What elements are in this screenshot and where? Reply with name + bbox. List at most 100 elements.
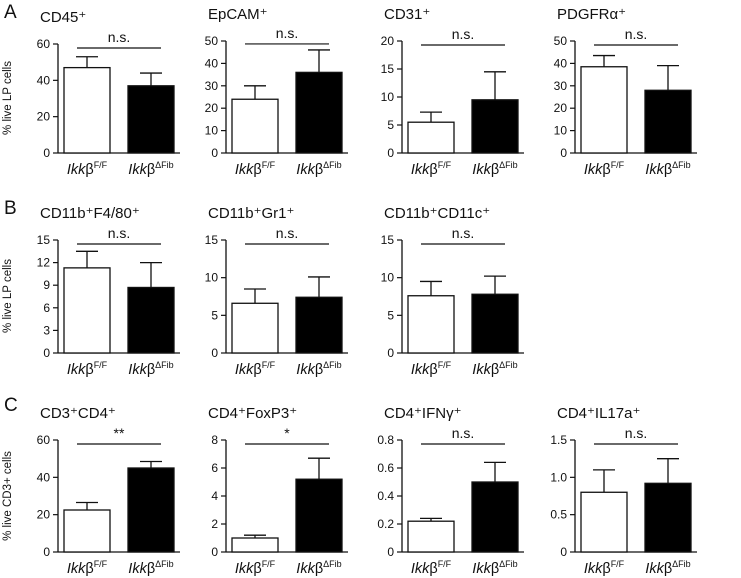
y-tick-label: 5	[387, 118, 394, 132]
y-tick-label: 40	[554, 56, 568, 70]
chart-title: CD11b⁺Gr1⁺	[208, 205, 294, 222]
y-tick-label: 0.5	[550, 508, 567, 522]
bar-chart-2: EpCAM⁺ 0 10 20 30 40 50 IkkβF/F IkkβΔFib n.s.	[205, 6, 348, 178]
chart-title: CD3⁺CD4⁺	[40, 405, 116, 422]
bar-control	[63, 509, 111, 553]
y-axis-label: % live LP cells	[2, 259, 14, 333]
y-tick-label: 50	[205, 34, 219, 48]
x-category-label: IkkβΔFib	[645, 559, 690, 577]
x-category-label: IkkβF/F	[67, 160, 108, 178]
bar-knockout	[471, 481, 519, 553]
panel-letter-b: B	[4, 198, 17, 219]
significance-label: **	[114, 425, 125, 441]
bar-chart-7: CD11b⁺CD11c⁺ 0 5 10 15 IkkβF/F IkkβΔFib n.s.	[381, 205, 524, 378]
y-tick-label: 5	[211, 308, 218, 322]
y-tick-label: 2	[211, 517, 218, 531]
y-axis-label: % live CD3+ cells	[2, 451, 14, 541]
y-tick-label: 15	[381, 233, 395, 247]
y-tick-label: 0	[387, 146, 394, 160]
bar-chart-8: CD3⁺CD4⁺ % live CD3+ cells 0 20 40 60 IkkβF/F I…	[2, 405, 180, 577]
bar-chart-11: CD4⁺IL17a⁺ 0 0.5 1.0 1.5 IkkβF/F IkkβΔFib n.s.	[550, 405, 697, 577]
x-category-label: IkkβF/F	[235, 559, 276, 577]
y-tick-label: 3	[43, 323, 50, 337]
significance-label: n.s.	[452, 26, 475, 42]
y-tick-label: 20	[554, 101, 568, 115]
x-category-label: IkkβF/F	[584, 160, 625, 178]
bar-knockout	[127, 467, 175, 553]
bar-chart-9: CD4⁺FoxP3⁺ 0 2 4 6 8 IkkβF/F IkkβΔFib *	[208, 405, 348, 577]
y-tick-label: 5	[387, 308, 394, 322]
y-tick-label: 60	[37, 37, 51, 51]
x-category-label: IkkβΔFib	[472, 559, 517, 577]
y-tick-label: 0.6	[377, 461, 394, 475]
y-tick-label: 0.8	[377, 433, 394, 447]
significance-label: n.s.	[276, 225, 299, 241]
chart-title: EpCAM⁺	[208, 6, 268, 23]
bar-control	[407, 520, 455, 553]
x-category-label: IkkβF/F	[67, 360, 108, 378]
y-tick-label: 4	[211, 489, 218, 503]
significance-label: n.s.	[108, 225, 131, 241]
chart-title: PDGFRα⁺	[557, 6, 626, 23]
bar-knockout	[295, 478, 343, 553]
x-category-label: IkkβF/F	[235, 360, 276, 378]
y-tick-label: 50	[554, 34, 568, 48]
chart-title: CD45⁺	[40, 9, 86, 26]
y-tick-label: 0	[560, 146, 567, 160]
significance-label: n.s.	[452, 225, 475, 241]
panel-letter-a: A	[4, 2, 17, 23]
y-tick-label: 0	[43, 146, 50, 160]
x-category-label: IkkβΔFib	[472, 360, 517, 378]
significance-label: n.s.	[625, 425, 648, 441]
y-tick-label: 15	[37, 233, 51, 247]
bar-control	[63, 66, 111, 154]
bar-chart-5: CD11b⁺F4/80⁺ % live LP cells 0 3 6 9 12 15 IkkβF…	[2, 205, 180, 378]
chart-title: CD4⁺IFNγ⁺	[384, 405, 462, 422]
panel-letter-c: C	[4, 395, 18, 416]
x-category-label: IkkβΔFib	[128, 160, 173, 178]
y-tick-label: 20	[37, 110, 51, 124]
y-tick-label: 0	[387, 346, 394, 360]
y-tick-label: 10	[205, 124, 219, 138]
bar-knockout	[644, 89, 692, 154]
y-tick-label: 10	[205, 271, 219, 285]
y-tick-label: 0	[211, 346, 218, 360]
bar-control	[407, 295, 455, 354]
y-tick-label: 0.2	[377, 517, 394, 531]
chart-title: CD11b⁺F4/80⁺	[40, 205, 140, 222]
y-tick-label: 15	[381, 62, 395, 76]
y-tick-label: 20	[205, 101, 219, 115]
y-tick-label: 0.4	[377, 489, 394, 503]
y-tick-label: 20	[381, 34, 395, 48]
significance-label: n.s.	[108, 29, 131, 45]
y-tick-label: 0	[43, 346, 50, 360]
y-axis-label: % live LP cells	[2, 61, 14, 135]
bar-chart-10: CD4⁺IFNγ⁺ 0 0.2 0.4 0.6 0.8 IkkβF/F IkkβΔFib n.s…	[377, 405, 524, 577]
bar-chart-3: CD31⁺ 0 5 10 15 20 IkkβF/F IkkβΔFib n.s.	[381, 6, 524, 178]
significance-label: n.s.	[452, 425, 475, 441]
x-category-label: IkkβΔFib	[296, 559, 341, 577]
significance-label: n.s.	[276, 25, 299, 41]
y-tick-label: 0	[43, 545, 50, 559]
y-tick-label: 40	[205, 56, 219, 70]
bar-chart-1: CD45⁺ % live LP cells 0 20 40 60 IkkβF/F IkkβΔF…	[2, 9, 180, 178]
chart-title: CD4⁺FoxP3⁺	[208, 405, 297, 422]
bar-chart-6: CD11b⁺Gr1⁺ 0 5 10 15 IkkβF/F IkkβΔFib n.s.	[205, 205, 348, 378]
y-tick-label: 40	[37, 470, 51, 484]
y-tick-label: 40	[37, 73, 51, 87]
y-tick-label: 15	[205, 233, 219, 247]
bar-knockout	[471, 99, 519, 154]
y-tick-label: 6	[211, 461, 218, 475]
bar-knockout	[127, 286, 175, 354]
y-tick-label: 60	[37, 433, 51, 447]
significance-label: *	[284, 425, 290, 441]
chart-title: CD11b⁺CD11c⁺	[384, 205, 490, 222]
bar-chart-4: PDGFRα⁺ 0 10 20 30 40 50 IkkβF/F IkkβΔFib n.s.	[554, 6, 697, 178]
x-category-label: IkkβF/F	[411, 160, 452, 178]
y-tick-label: 0	[211, 146, 218, 160]
significance-label: n.s.	[625, 26, 648, 42]
y-tick-label: 6	[43, 301, 50, 315]
y-tick-label: 1.0	[550, 470, 567, 484]
